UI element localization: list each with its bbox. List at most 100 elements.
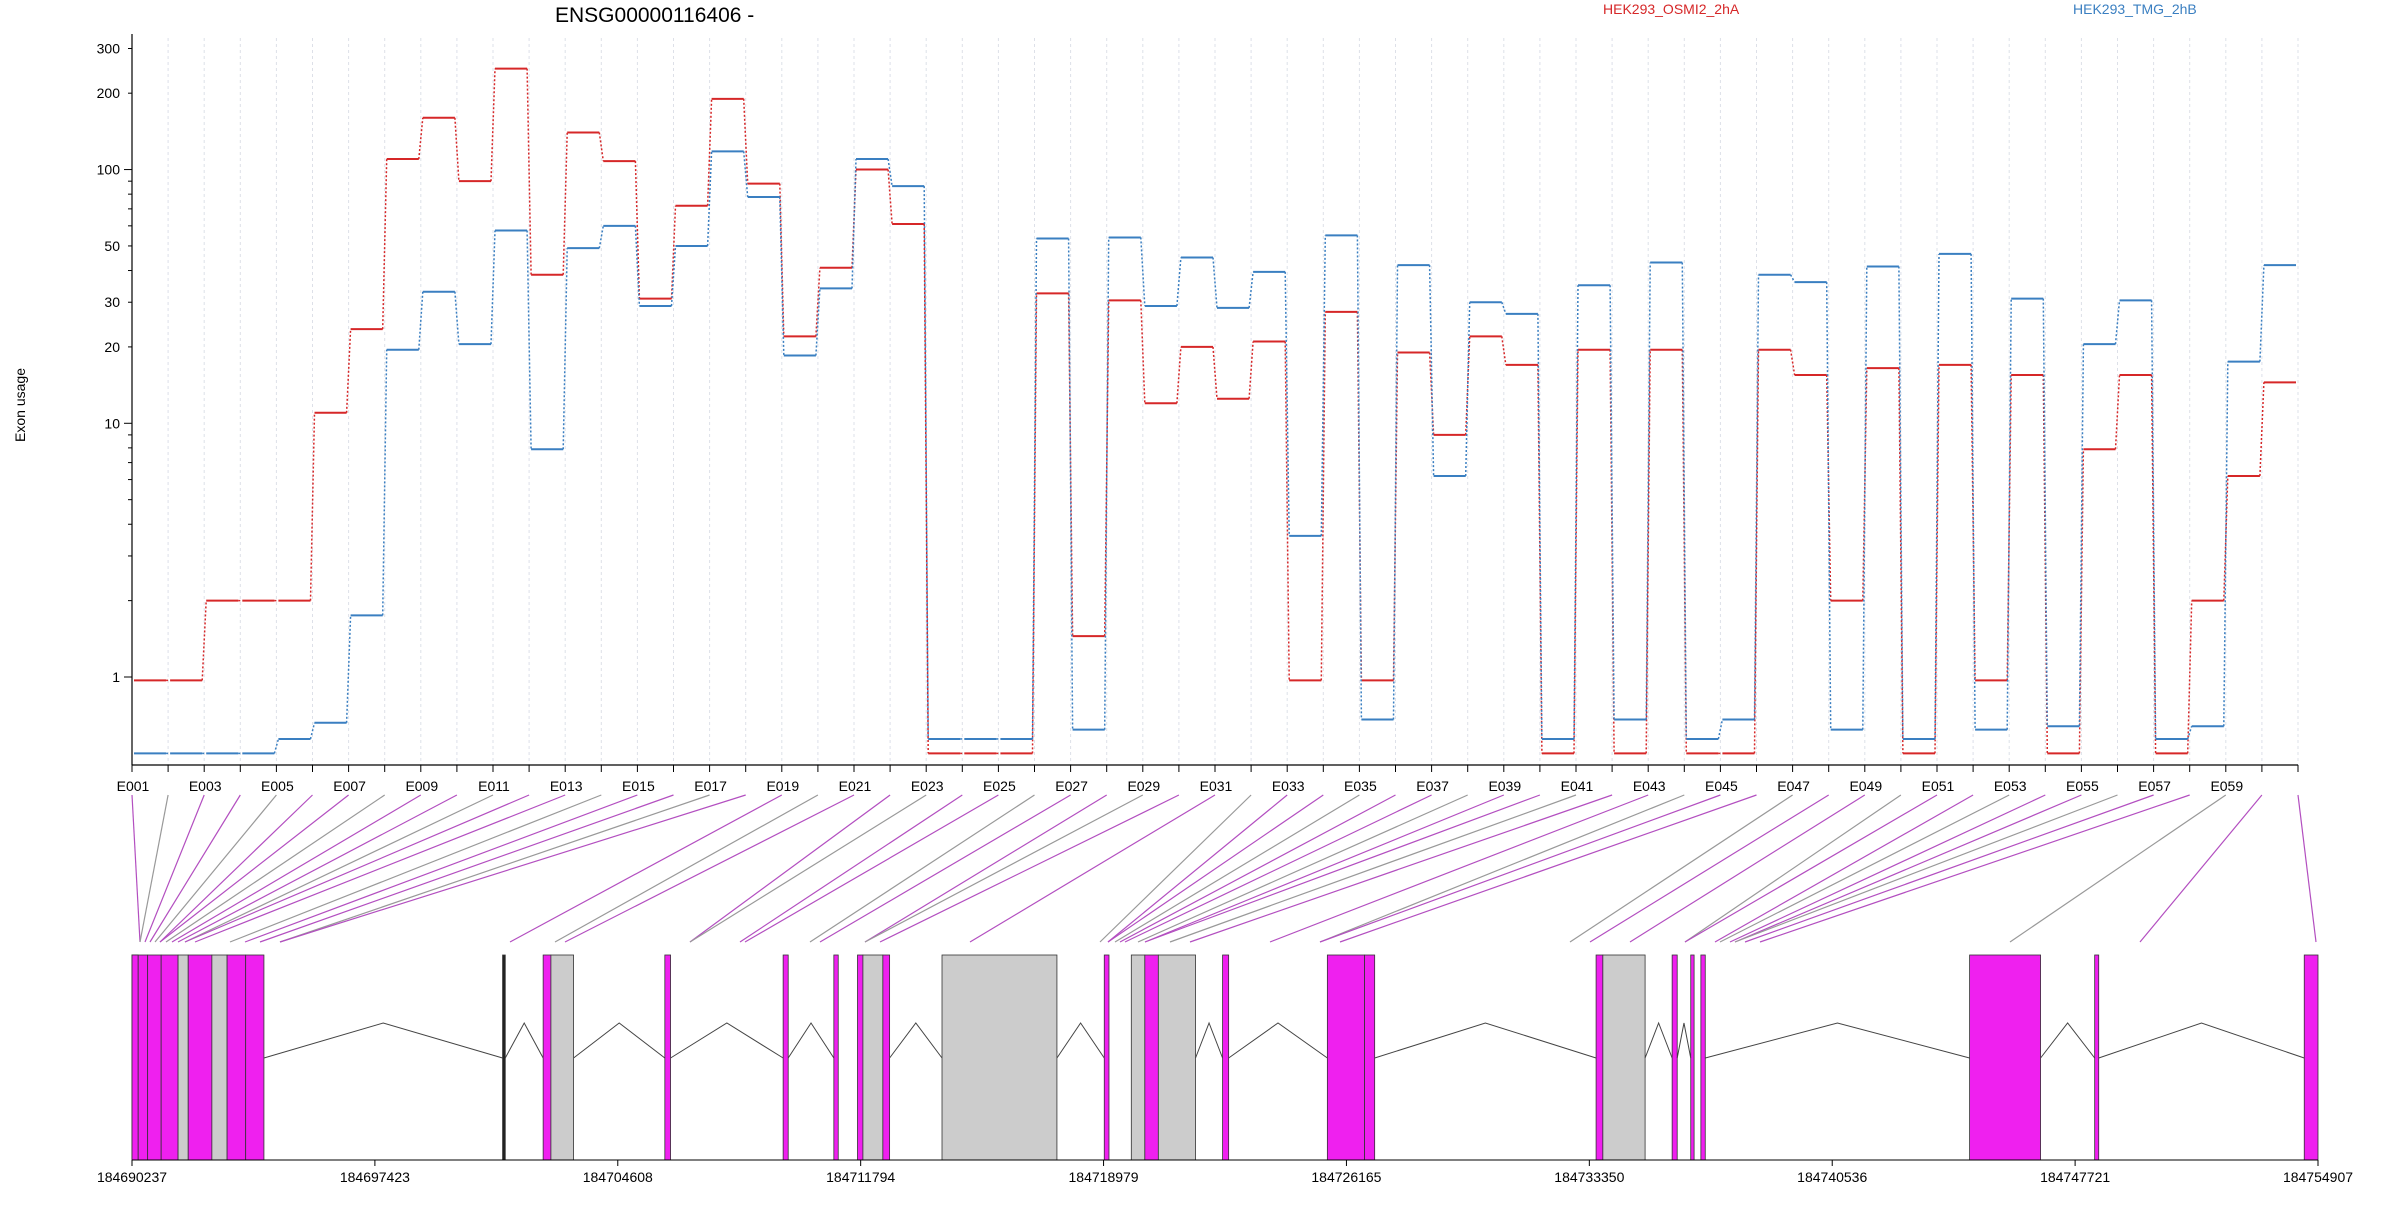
series-step <box>923 186 929 739</box>
intron-line <box>1228 1022 1328 1059</box>
intron-line <box>787 1022 835 1059</box>
exon-connector <box>244 794 638 943</box>
genomic-coordinate-axis: 184690237 184697423 184704608 184711794 1847… <box>97 1159 2353 1185</box>
intron-line <box>263 1022 503 1059</box>
x-tick-label: E039 <box>1488 778 1521 794</box>
exon-connector <box>1734 794 2082 943</box>
exon-connector <box>1269 794 1649 943</box>
exon-connector <box>1734 794 2118 943</box>
exon-connector <box>1759 794 2190 943</box>
exon-connector <box>2297 794 2317 943</box>
x-tick-label: E007 <box>333 778 366 794</box>
series-step <box>1645 262 1651 720</box>
exon-block <box>1144 954 1159 1161</box>
x-tick-label: E035 <box>1344 778 1377 794</box>
x-tick-label: E041 <box>1561 778 1594 794</box>
exon-connector <box>1144 794 1505 943</box>
series-step <box>1681 262 1688 739</box>
y-axis: 1 10 20 30 50 100 200 300 <box>97 34 133 765</box>
series-step <box>1753 349 1760 754</box>
exon-connector <box>1114 794 1360 943</box>
exon-connector <box>1107 794 1324 943</box>
series-step <box>2114 300 2121 345</box>
exon-block <box>862 954 884 1161</box>
series-step <box>1934 364 1940 754</box>
exon-connector <box>259 794 674 943</box>
exon-connector <box>1684 794 1938 943</box>
exon-block <box>1103 954 1110 1161</box>
intron-line <box>1056 1022 1105 1059</box>
series-step <box>1970 253 1976 730</box>
series-step <box>851 159 857 289</box>
series-step <box>2186 600 2193 754</box>
series-step <box>1537 364 1543 754</box>
x-tick-label: E009 <box>405 778 438 794</box>
chart-title: ENSG00000116406 - <box>555 4 754 27</box>
y-tick-label: 100 <box>97 162 121 178</box>
exon-block <box>664 954 671 1161</box>
legend-series-2: HEK293_TMG_2hB <box>2073 1 2197 17</box>
series-step <box>1212 257 1218 308</box>
series-step <box>1862 266 1868 730</box>
exon-connector <box>689 794 927 943</box>
exon-connector <box>969 794 1216 943</box>
exon-block <box>226 954 247 1161</box>
x-tick-label: E059 <box>2210 778 2243 794</box>
series-step <box>454 117 460 182</box>
y-tick-label: 1 <box>112 669 120 685</box>
exon-connector <box>184 794 494 943</box>
exon-connector <box>744 794 999 943</box>
coordinate-label: 184704608 <box>583 1169 653 1185</box>
y-tick-label: 20 <box>104 339 120 355</box>
y-tick-label: 300 <box>97 41 121 57</box>
gene-model-track <box>131 954 2319 1161</box>
exon-block <box>1671 954 1678 1161</box>
exon-connector <box>2009 794 2227 943</box>
series-step <box>1031 293 1038 754</box>
series-step <box>1140 300 1146 404</box>
x-tick-label: E019 <box>766 778 799 794</box>
x-tick-label: E029 <box>1127 778 1160 794</box>
x-tick-label: E055 <box>2066 778 2099 794</box>
exon-connector <box>809 794 1035 943</box>
series-step <box>887 158 893 187</box>
exon-connector <box>1107 794 1288 943</box>
x-tick-label: E037 <box>1416 778 1449 794</box>
series-step <box>1031 238 1038 739</box>
series-step <box>634 225 641 307</box>
series-step <box>923 224 929 754</box>
x-tick-label: E017 <box>694 778 727 794</box>
exon-block <box>857 954 864 1161</box>
series-step <box>490 230 496 345</box>
series-step <box>381 159 388 330</box>
coordinate-label: 184711794 <box>826 1169 895 1185</box>
exon-block <box>211 954 228 1161</box>
series-step <box>345 615 352 723</box>
intron-line <box>2098 1022 2305 1059</box>
series-step <box>2150 374 2157 754</box>
y-axis-label: Exon usage <box>12 368 28 442</box>
exon-connector <box>879 794 1180 943</box>
x-tick-label: E013 <box>550 778 583 794</box>
exon-connector <box>139 794 169 943</box>
series-step <box>1140 237 1146 307</box>
x-axis: E001 E003 E005 E007 E009 E011 E013 E015 E017 E019… <box>117 764 2299 794</box>
x-tick-label: E025 <box>983 778 1016 794</box>
y-tick-label: 50 <box>104 238 120 254</box>
series-step <box>1789 349 1796 376</box>
exon-connector <box>864 794 1144 943</box>
exon-block <box>782 954 789 1161</box>
exon-block <box>1690 954 1695 1161</box>
exon-connector <box>149 794 241 943</box>
exon-block <box>177 954 189 1161</box>
intron-line <box>889 1022 943 1059</box>
coordinate-label: 184747721 <box>2040 1169 2110 1185</box>
series-step <box>670 205 677 299</box>
exon-block <box>1969 954 2041 1161</box>
y-tick-label: 10 <box>104 415 120 431</box>
intron-line <box>1676 1022 1692 1059</box>
exon-connector <box>1714 794 1974 943</box>
series-step <box>381 349 388 616</box>
exon-connector <box>279 794 710 943</box>
